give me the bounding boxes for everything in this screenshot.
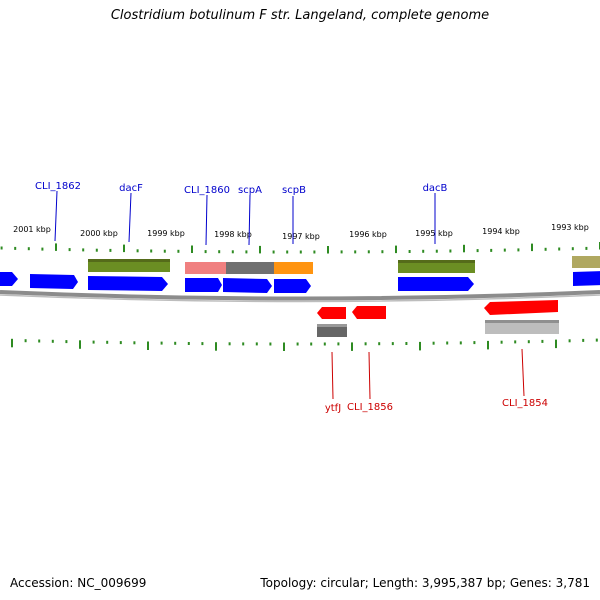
leader-cli-1856: [368, 351, 371, 400]
reverse-gene-track: [317, 300, 558, 319]
reverse-label-leaders: [331, 348, 525, 400]
gene-label-cli-1854[interactable]: CLI_1854: [502, 398, 548, 409]
cog-bar-grey-shade: [317, 324, 347, 327]
gene-label-cli-1862[interactable]: CLI_1862: [35, 181, 81, 192]
forward-gene-arrow[interactable]: [0, 272, 18, 286]
genome-backbone: [0, 290, 600, 301]
forward-gene-arrow[interactable]: [274, 279, 311, 293]
cog-bar-grey: [317, 324, 347, 337]
leader-scpa: [248, 194, 251, 246]
scale-label: 1996 kbp: [349, 230, 387, 239]
forward-gene-arrow[interactable]: [223, 278, 272, 293]
scale-label: 2001 kbp: [13, 225, 51, 234]
leader-dacf: [128, 192, 132, 243]
gene-label-cli-1856[interactable]: CLI_1856: [347, 402, 393, 413]
forward-gene-arrow[interactable]: [88, 276, 168, 291]
cog-bar-lightgrey-shade: [485, 320, 559, 323]
forward-gene-track: [0, 271, 600, 293]
scale-label: 1995 kbp: [415, 229, 453, 238]
leader-cli-1862: [54, 190, 58, 242]
cog-bar-pink: [185, 262, 226, 274]
topology-text: Topology: circular; Length: 3,995,387 bp…: [260, 576, 590, 590]
forward-gene-arrow[interactable]: [573, 271, 600, 286]
cog-bar-green: [398, 260, 475, 273]
genome-backbone-shadow: [0, 294, 600, 303]
leader-ytfj: [331, 351, 334, 400]
scale-label: 1993 kbp: [551, 223, 589, 232]
gene-label-scpb[interactable]: scpB: [282, 185, 306, 196]
cog-bar-green-shade: [398, 260, 475, 263]
leader-cli-1854: [521, 348, 525, 397]
forward-gene-arrow[interactable]: [398, 277, 474, 291]
cog-bar-grey: [226, 262, 274, 274]
scale-label: 1994 kbp: [482, 227, 520, 236]
map-title: Clostridium botulinum F str. Langeland, …: [110, 8, 490, 23]
cog-bar-lightgrey: [485, 320, 559, 334]
reverse-gene-arrow[interactable]: [317, 307, 346, 319]
upper-tick-row: [0, 242, 600, 254]
reverse-gene-arrow[interactable]: [484, 300, 558, 315]
reverse-gene-arrow[interactable]: [352, 306, 386, 319]
forward-gene-labels: CLI_1862 dacF CLI_1860 scpA scpB dacB: [35, 181, 448, 196]
lower-tick-row: [11, 338, 598, 351]
gene-label-dacb[interactable]: dacB: [423, 183, 448, 194]
leader-cli-1860: [205, 194, 208, 246]
forward-gene-arrow[interactable]: [30, 274, 78, 289]
cog-bar-green: [88, 259, 170, 272]
scale-labels: 2001 kbp 2000 kbp 1999 kbp 1998 kbp 1997 kbp…: [13, 223, 589, 241]
accession-text: Accession: NC_009699: [10, 576, 147, 590]
cog-bar-green-shade: [88, 259, 170, 262]
gene-label-cli-1860[interactable]: CLI_1860: [184, 185, 230, 196]
cog-bar-orange: [274, 262, 313, 274]
gene-label-scpa[interactable]: scpA: [238, 185, 262, 196]
gene-label-dacf[interactable]: dacF: [119, 183, 143, 194]
reverse-gene-labels: ytfJ CLI_1856 CLI_1854: [325, 398, 548, 414]
cog-bar-khaki: [572, 256, 600, 268]
gene-label-ytfj[interactable]: ytfJ: [325, 403, 341, 414]
scale-label: 1998 kbp: [214, 230, 252, 239]
scale-label: 1999 kbp: [147, 229, 185, 238]
forward-cog-track: [88, 256, 600, 274]
forward-gene-arrow[interactable]: [185, 278, 222, 292]
reverse-cog-track: [317, 320, 559, 337]
scale-label: 2000 kbp: [80, 229, 118, 238]
scale-label: 1997 kbp: [282, 232, 320, 241]
forward-label-leaders: [54, 190, 436, 246]
